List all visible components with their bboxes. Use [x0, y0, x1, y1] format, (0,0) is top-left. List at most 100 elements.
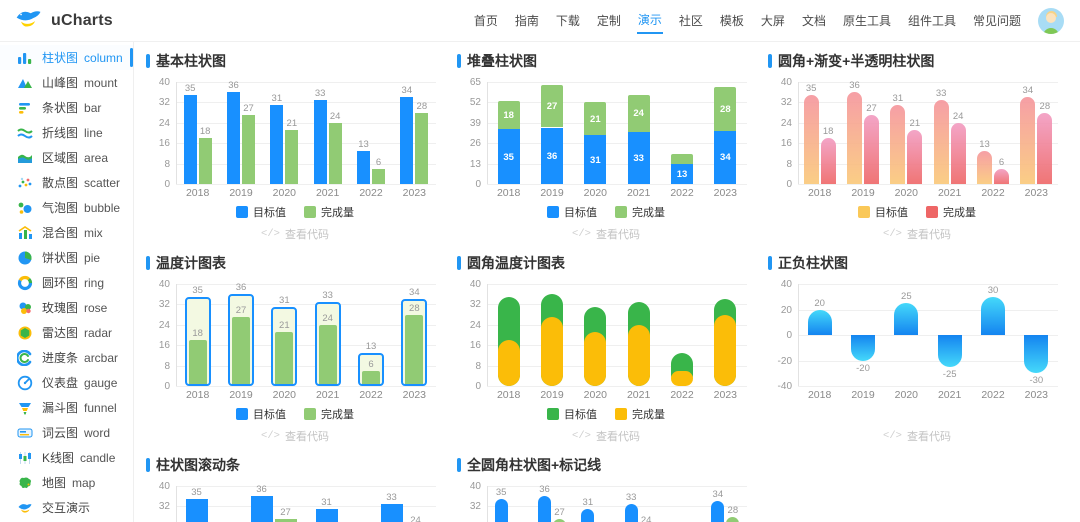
bar[interactable]: [1024, 335, 1049, 374]
legend-item[interactable]: 目标值: [858, 204, 908, 220]
bar[interactable]: [553, 519, 566, 522]
nav-item-guide[interactable]: 指南: [514, 14, 539, 28]
bar[interactable]: [185, 498, 208, 522]
sidebar-item-funnel[interactable]: 漏斗图 funnel: [0, 395, 133, 420]
view-code-link[interactable]: </> 查看代码: [457, 428, 755, 444]
bar[interactable]: [714, 314, 737, 386]
bar[interactable]: [357, 150, 370, 184]
bar[interactable]: [726, 516, 740, 522]
sidebar-item-rose[interactable]: 玫瑰图 rose: [0, 295, 133, 320]
bar[interactable]: [627, 132, 650, 184]
sidebar-item-area[interactable]: 区域图 area: [0, 145, 133, 170]
bar[interactable]: [497, 340, 520, 386]
view-code-link[interactable]: </> 查看代码: [768, 428, 1066, 444]
bar[interactable]: [820, 138, 836, 184]
sidebar-item-mix[interactable]: 混合图 mix: [0, 220, 133, 245]
bar[interactable]: [851, 335, 875, 361]
bar[interactable]: [937, 335, 962, 367]
bar[interactable]: [584, 332, 607, 386]
legend-item[interactable]: 完成量: [926, 204, 976, 220]
bar[interactable]: [250, 496, 273, 522]
user-avatar[interactable]: [1038, 7, 1064, 34]
bar[interactable]: [270, 104, 284, 184]
bar[interactable]: [497, 100, 520, 130]
legend-item[interactable]: 目标值: [547, 406, 597, 422]
bar[interactable]: [671, 370, 693, 386]
bar[interactable]: [864, 115, 879, 184]
bar[interactable]: [1020, 97, 1036, 184]
nav-item-bigscreen[interactable]: 大屏: [760, 14, 785, 28]
bar[interactable]: [627, 94, 650, 133]
bar[interactable]: [274, 519, 297, 522]
sidebar-item-line[interactable]: 折线图 line: [0, 120, 133, 145]
sidebar-item-pie[interactable]: 饼状图 pie: [0, 245, 133, 270]
nav-item-customize[interactable]: 定制: [596, 14, 621, 28]
bar[interactable]: [405, 314, 424, 384]
sidebar-item-map[interactable]: 地图 map: [0, 470, 133, 495]
view-code-link[interactable]: </> 查看代码: [146, 428, 444, 444]
bar[interactable]: [380, 503, 403, 522]
sidebar-item-candle[interactable]: K线图 candle: [0, 445, 133, 470]
legend-item[interactable]: 目标值: [236, 406, 286, 422]
bar[interactable]: [624, 503, 638, 522]
sidebar-item-interactive[interactable]: 交互演示: [0, 495, 133, 520]
bar[interactable]: [890, 104, 906, 184]
bar[interactable]: [714, 130, 737, 184]
sidebar-item-arcbar[interactable]: 进度条 arcbar: [0, 345, 133, 370]
bar[interactable]: [494, 498, 508, 522]
bar[interactable]: [328, 122, 342, 184]
bar[interactable]: [227, 92, 240, 184]
nav-item-faq[interactable]: 常见问题: [972, 14, 1021, 28]
sidebar-item-word[interactable]: 词云图 word: [0, 420, 133, 445]
bar[interactable]: [541, 127, 563, 184]
bar[interactable]: [183, 94, 197, 184]
legend-item[interactable]: 目标值: [236, 204, 286, 220]
bar[interactable]: [933, 99, 949, 184]
bar[interactable]: [584, 135, 607, 184]
bar[interactable]: [242, 115, 255, 184]
bar[interactable]: [627, 324, 650, 386]
bar[interactable]: [400, 97, 414, 184]
bar[interactable]: [372, 168, 385, 184]
bar[interactable]: [714, 86, 737, 131]
nav-item-component-tools[interactable]: 组件工具: [907, 14, 956, 28]
bar[interactable]: [894, 303, 919, 335]
sidebar-item-gauge[interactable]: 仪表盘 gauge: [0, 370, 133, 395]
bar[interactable]: [671, 154, 693, 164]
bar[interactable]: [188, 340, 207, 384]
nav-item-demo[interactable]: 演示: [636, 7, 663, 34]
bar[interactable]: [275, 332, 294, 384]
bar[interactable]: [198, 138, 212, 184]
bar[interactable]: [538, 496, 551, 522]
nav-item-download[interactable]: 下载: [555, 14, 580, 28]
sidebar-item-column[interactable]: 柱状图 column: [0, 45, 133, 70]
bar[interactable]: [994, 168, 1009, 184]
bar[interactable]: [232, 317, 250, 384]
bar[interactable]: [950, 122, 966, 184]
legend-item[interactable]: 目标值: [547, 204, 597, 220]
sidebar-item-scatter[interactable]: 散点图 scatter: [0, 170, 133, 195]
brand-logo[interactable]: uCharts: [14, 6, 113, 36]
bar[interactable]: [285, 130, 299, 184]
view-code-link[interactable]: </> 查看代码: [457, 226, 755, 242]
bar[interactable]: [711, 501, 725, 522]
bar[interactable]: [977, 150, 992, 184]
sidebar-item-ring[interactable]: 圆环图 ring: [0, 270, 133, 295]
legend-item[interactable]: 完成量: [304, 204, 354, 220]
view-code-link[interactable]: </> 查看代码: [146, 226, 444, 242]
nav-item-home[interactable]: 首页: [473, 14, 498, 28]
bar[interactable]: [1037, 112, 1053, 184]
bar[interactable]: [362, 370, 380, 384]
nav-item-docs[interactable]: 文档: [801, 14, 826, 28]
bar[interactable]: [807, 309, 832, 335]
nav-item-community[interactable]: 社区: [678, 14, 703, 28]
bar[interactable]: [981, 296, 1005, 335]
bar[interactable]: [581, 508, 595, 522]
sidebar-item-bar[interactable]: 条状图 bar: [0, 95, 133, 120]
bar[interactable]: [584, 102, 607, 136]
bar[interactable]: [541, 317, 563, 386]
bar[interactable]: [671, 163, 693, 184]
bar[interactable]: [907, 130, 923, 184]
bar[interactable]: [497, 129, 520, 184]
bar[interactable]: [415, 112, 429, 184]
